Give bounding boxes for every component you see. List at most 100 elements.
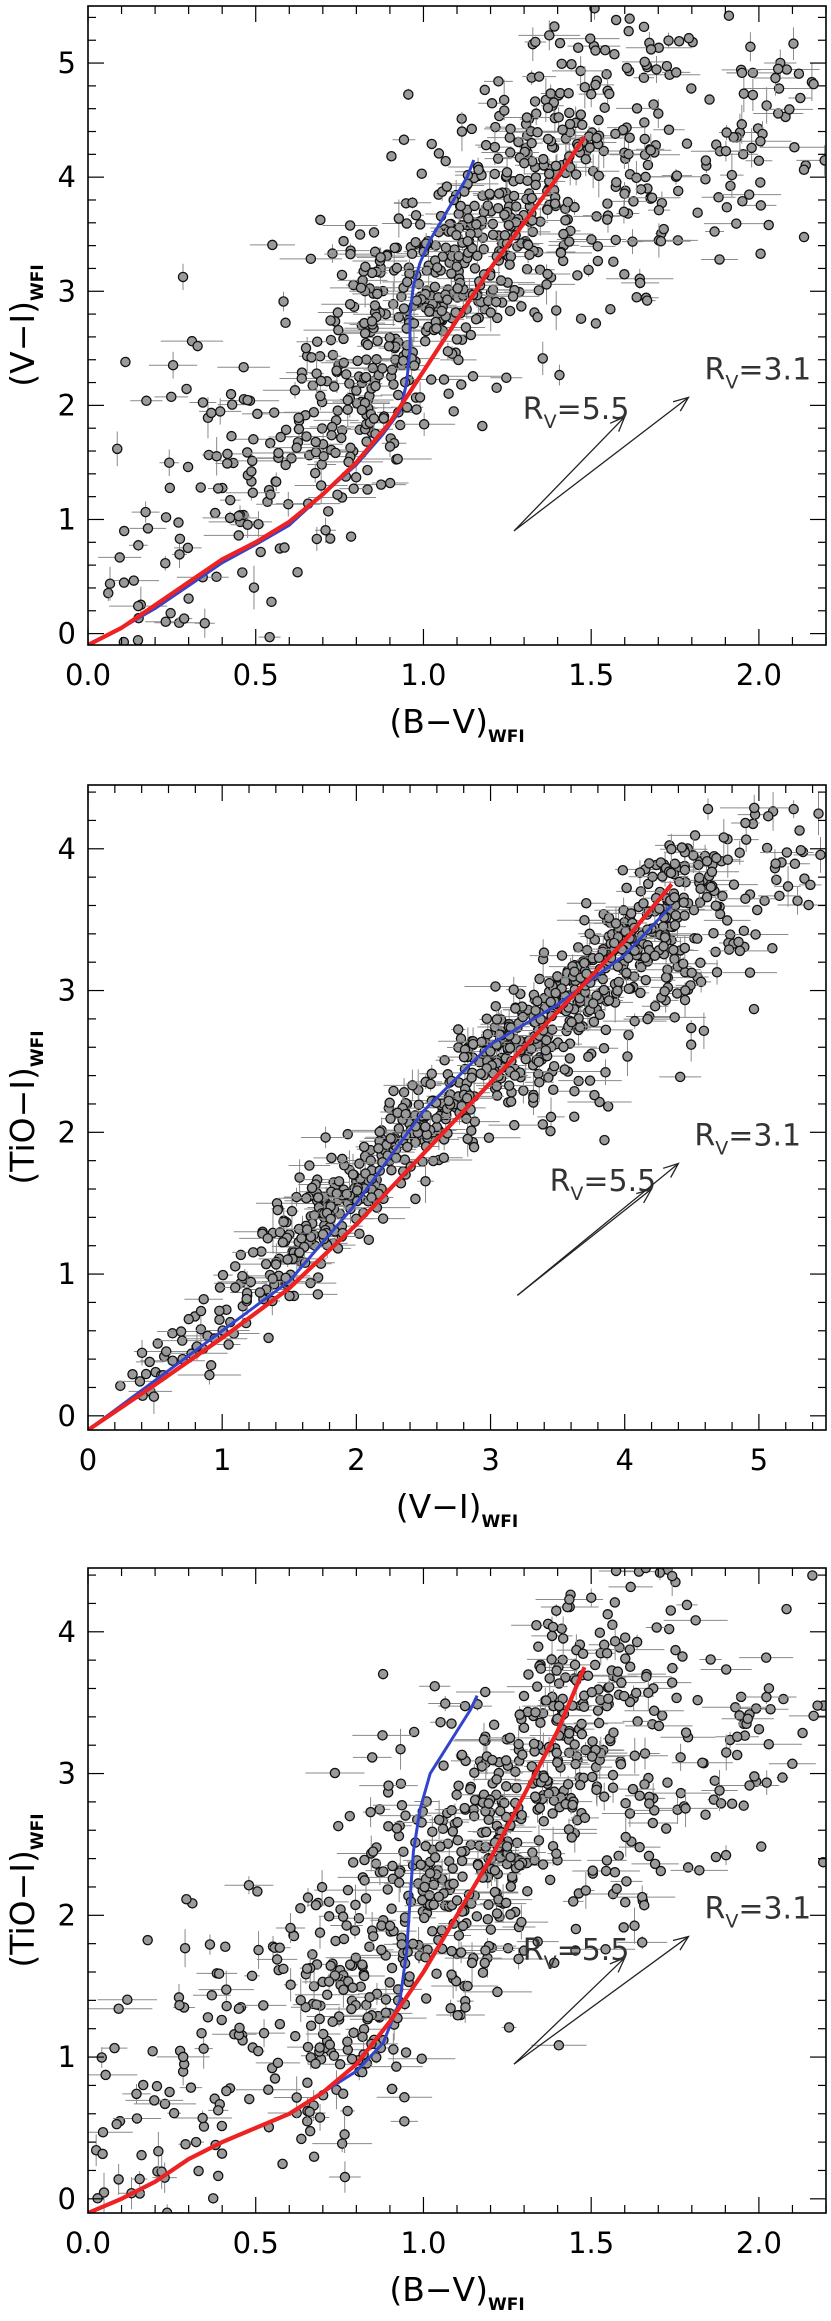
star-point <box>178 613 190 624</box>
star-point <box>679 942 691 954</box>
star-point <box>238 361 249 373</box>
star-point <box>661 60 673 72</box>
star-point <box>464 1783 476 1795</box>
arrow-head-icon <box>636 1187 653 1204</box>
star-point <box>580 154 592 165</box>
star-point <box>743 189 755 200</box>
star-point <box>438 1152 450 1164</box>
star-point <box>659 932 671 943</box>
star-point <box>510 1766 521 1778</box>
star-point <box>363 1234 375 1246</box>
star-point <box>429 1852 441 1863</box>
star-point <box>564 1594 575 1605</box>
star-point <box>498 94 510 106</box>
star-point <box>434 1841 446 1852</box>
star-point <box>569 966 580 977</box>
star-point <box>456 1749 468 1761</box>
star-point <box>514 1709 525 1720</box>
star-point <box>619 269 630 280</box>
star-point <box>663 1623 675 1635</box>
star-point <box>544 1874 556 1886</box>
star-point <box>543 168 555 180</box>
star-point <box>443 388 454 399</box>
star-point <box>492 153 504 164</box>
star-point <box>427 1925 438 1937</box>
star-point <box>642 159 654 171</box>
star-point <box>192 340 203 352</box>
x-tick-label: 0.5 <box>233 2226 279 2260</box>
star-point <box>528 1092 539 1104</box>
star-point <box>114 552 125 563</box>
star-point <box>410 209 422 221</box>
star-point <box>384 441 396 452</box>
star-point <box>534 973 545 985</box>
star-point <box>296 2133 307 2145</box>
star-point <box>214 1305 225 1317</box>
star-point <box>792 895 803 907</box>
star-point <box>456 126 468 137</box>
star-point <box>532 311 543 323</box>
star-point <box>550 987 561 999</box>
star-point <box>537 353 548 364</box>
star-point <box>370 1858 382 1869</box>
star-point <box>132 634 144 645</box>
star-point <box>437 1823 449 1835</box>
star-point <box>738 88 750 99</box>
star-point <box>336 269 348 281</box>
star-point <box>710 1851 722 1863</box>
star-point <box>690 1615 701 1626</box>
star-point <box>648 1705 660 1717</box>
star-point <box>714 254 725 265</box>
star-point <box>491 1774 502 1785</box>
star-point <box>803 899 814 911</box>
star-point <box>338 235 349 247</box>
y-tick-label: 3 <box>58 1757 76 1791</box>
star-point <box>301 1963 313 1974</box>
star-point <box>248 434 259 445</box>
star-point <box>314 1927 326 1938</box>
star-point <box>674 876 685 888</box>
star-point <box>528 1738 540 1750</box>
star-point <box>686 967 697 979</box>
star-point <box>522 1885 533 1897</box>
star-point <box>542 133 554 145</box>
star-point <box>382 1884 393 1895</box>
star-point <box>526 1761 538 1772</box>
star-point <box>483 1899 494 1910</box>
star-point <box>623 148 634 160</box>
star-point <box>576 1728 588 1740</box>
panel-middle: RV=5.5 RV=3.1 0 1 2 3 4 5 0 1 2 3 4 (V−I)WFI (TiO−I)WF… <box>3 784 827 1532</box>
star-point <box>211 451 222 462</box>
star-point <box>634 1841 645 1853</box>
star-point <box>487 218 499 230</box>
star-point <box>338 333 349 345</box>
star-point <box>372 288 383 300</box>
star-point <box>346 2003 357 2015</box>
star-point <box>755 177 766 188</box>
star-point <box>638 1899 650 1911</box>
star-point <box>410 236 421 248</box>
star-point <box>420 1840 431 1852</box>
star-point <box>671 170 683 181</box>
star-point <box>179 1942 191 1954</box>
star-point <box>216 2014 227 2026</box>
star-point <box>629 1920 640 1931</box>
star-point <box>721 202 733 213</box>
y-tick-label: 0 <box>58 617 76 651</box>
star-point <box>530 1707 541 1718</box>
star-point <box>569 1111 580 1123</box>
star-point <box>301 1193 312 1204</box>
star-point <box>350 472 362 483</box>
star-point <box>763 219 774 231</box>
arrow-head-icon <box>609 415 626 432</box>
star-point <box>584 928 595 940</box>
star-point <box>516 1809 528 1821</box>
star-point <box>640 171 651 183</box>
star-point <box>305 2020 317 2031</box>
star-point <box>500 1755 512 1766</box>
star-point <box>342 2105 353 2117</box>
star-point <box>645 44 657 55</box>
star-point <box>645 145 657 156</box>
star-point <box>348 2027 359 2039</box>
star-point <box>491 1080 503 1092</box>
